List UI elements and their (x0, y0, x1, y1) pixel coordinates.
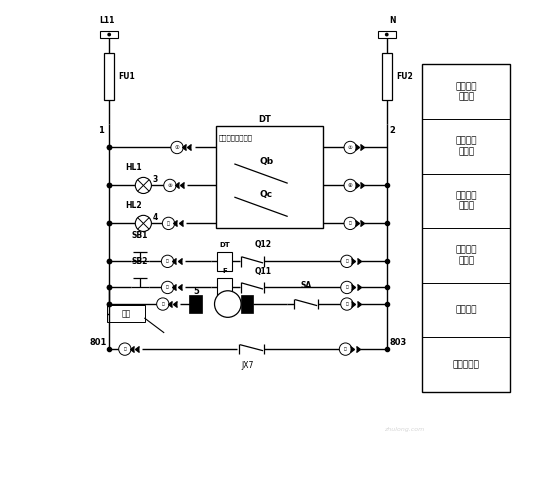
Bar (422, 64, 510, 392)
Text: 801: 801 (90, 337, 107, 347)
Text: 电动分闸
（绿）: 电动分闸 （绿） (455, 246, 477, 265)
Bar (217, 252, 232, 271)
Text: ㉗: ㉗ (344, 347, 347, 351)
Circle shape (214, 291, 241, 317)
Text: 电动合闸
（红）: 电动合闸 （红） (455, 191, 477, 211)
Text: 合闸指示
（红）: 合闸指示 （红） (455, 82, 477, 101)
Text: ⑧: ⑧ (348, 183, 353, 188)
Circle shape (162, 217, 175, 229)
Text: HL1: HL1 (125, 163, 142, 172)
Circle shape (340, 298, 353, 310)
Text: zhulong.com: zhulong.com (384, 427, 424, 432)
Text: FU1: FU1 (118, 72, 135, 81)
Text: DT: DT (219, 242, 230, 248)
Text: 1: 1 (97, 126, 104, 135)
Circle shape (339, 343, 352, 355)
Text: N: N (389, 16, 395, 25)
Bar (104, 53, 114, 100)
Text: SB2: SB2 (132, 257, 148, 266)
Text: F: F (222, 268, 227, 274)
Text: L11: L11 (99, 16, 114, 25)
Text: ⑰: ⑰ (167, 221, 170, 226)
Circle shape (340, 255, 353, 267)
Text: ①: ① (175, 145, 179, 150)
Circle shape (136, 216, 151, 231)
Bar (217, 278, 232, 297)
Text: HL2: HL2 (125, 201, 142, 210)
Text: Q11: Q11 (255, 266, 272, 276)
Text: ㉜: ㉜ (346, 259, 348, 264)
Bar (107, 305, 145, 322)
Text: 5: 5 (194, 287, 199, 296)
Bar (216, 126, 323, 228)
Text: 3: 3 (153, 175, 158, 184)
Text: Qb: Qb (260, 157, 274, 166)
Text: FU2: FU2 (396, 72, 413, 81)
Circle shape (119, 343, 131, 355)
Bar (241, 295, 254, 313)
Text: 电动储能: 电动储能 (455, 305, 477, 314)
Text: ㊵: ㊵ (349, 221, 352, 226)
Circle shape (136, 178, 151, 193)
Circle shape (344, 141, 356, 154)
Text: ㉝: ㉝ (346, 286, 348, 289)
Circle shape (171, 141, 183, 154)
Text: DT: DT (258, 115, 271, 124)
Text: 磁卡: 磁卡 (121, 309, 130, 318)
Text: 智能型电子脱扣器: 智能型电子脱扣器 (218, 135, 253, 141)
Circle shape (385, 33, 389, 36)
Text: ②: ② (348, 145, 353, 150)
Bar (100, 31, 118, 38)
Text: 分闸指示
（绿）: 分闸指示 （绿） (455, 137, 477, 156)
Circle shape (161, 255, 174, 267)
Circle shape (340, 281, 353, 294)
Circle shape (344, 179, 356, 192)
Text: ㉔: ㉔ (346, 302, 348, 306)
Text: Qc: Qc (260, 191, 273, 199)
Circle shape (157, 298, 169, 310)
Circle shape (108, 33, 111, 36)
Text: JX7: JX7 (242, 361, 254, 370)
Circle shape (161, 281, 174, 294)
Text: ㉛: ㉛ (166, 259, 169, 264)
Text: SB1: SB1 (132, 231, 148, 240)
Text: SA: SA (301, 281, 312, 290)
Bar (378, 31, 396, 38)
Circle shape (164, 179, 176, 192)
Text: Q12: Q12 (255, 240, 272, 250)
Text: ㉖: ㉖ (124, 347, 126, 351)
Text: 至负控信号: 至负控信号 (453, 360, 480, 369)
Bar (189, 295, 202, 313)
Text: 4: 4 (153, 213, 158, 222)
Bar (381, 53, 392, 100)
Circle shape (344, 217, 356, 229)
Text: 803: 803 (389, 337, 407, 347)
Text: ⑨: ⑨ (167, 183, 172, 188)
Text: 2: 2 (389, 126, 395, 135)
Text: ㊴: ㊴ (161, 302, 164, 306)
Text: ㉓: ㉓ (166, 286, 169, 289)
